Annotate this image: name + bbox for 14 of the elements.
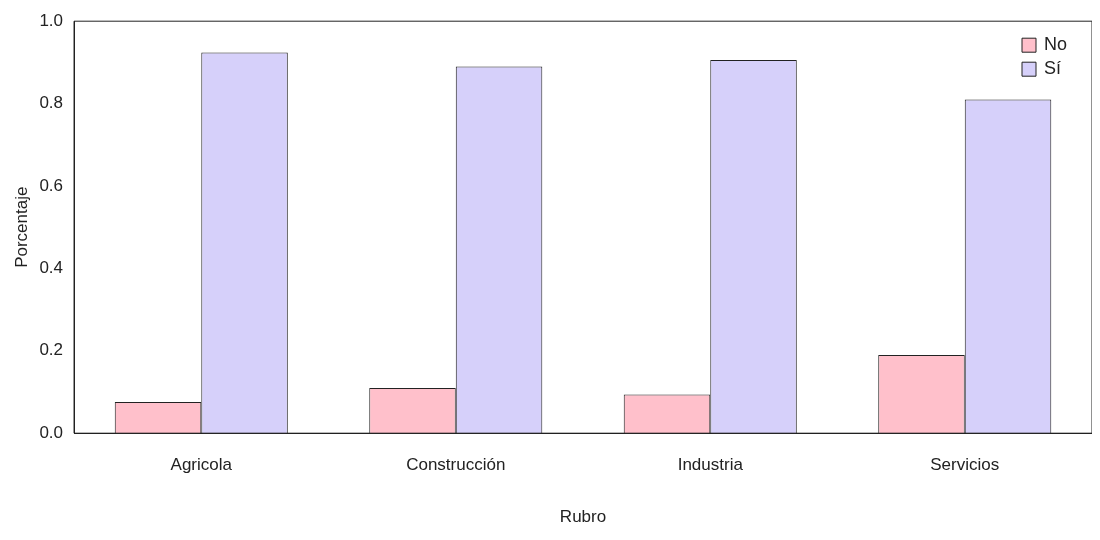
y-tick-label: 0.6	[39, 175, 64, 195]
legend-label: No	[1044, 34, 1068, 55]
x-tick-label: Agricola	[170, 455, 233, 475]
x-tick-label: Construcción	[406, 455, 506, 475]
y-tick-label: 0.0	[39, 422, 64, 442]
y-tick-label: 1.0	[39, 10, 64, 30]
y-axis-title: Porcentaje	[11, 186, 31, 268]
x-tick-label: Industria	[677, 455, 744, 475]
y-tick-label: 0.4	[39, 258, 64, 278]
x-axis-title: Rubro	[559, 507, 607, 527]
y-tick-label: 0.2	[39, 340, 64, 360]
legend-label: Sí	[1044, 58, 1062, 79]
y-tick-label: 0.8	[39, 93, 64, 113]
x-tick-label: Servicios	[930, 455, 1000, 475]
